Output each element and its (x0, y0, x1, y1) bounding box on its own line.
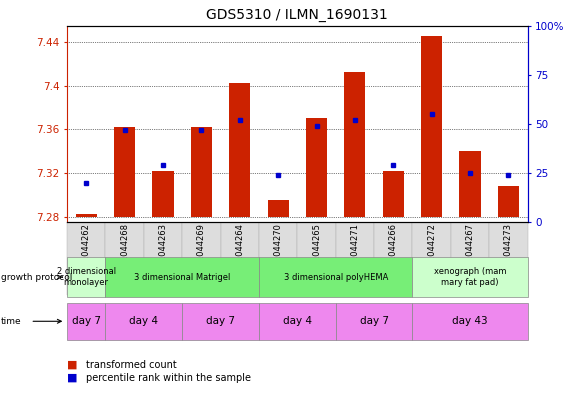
Bar (268, 200, 289, 217)
Text: percentile rank within the sample: percentile rank within the sample (86, 373, 251, 383)
Text: growth protocol: growth protocol (1, 273, 72, 281)
Bar (498, 186, 519, 217)
Text: time: time (1, 317, 22, 326)
Bar (459, 151, 480, 217)
Bar (306, 118, 327, 217)
Text: day 4: day 4 (283, 316, 312, 326)
Text: day 7: day 7 (206, 316, 235, 326)
Bar (191, 127, 212, 217)
Text: xenograph (mam
mary fat pad): xenograph (mam mary fat pad) (434, 267, 506, 287)
Text: ■: ■ (67, 360, 78, 370)
Text: 3 dimensional polyHEMA: 3 dimensional polyHEMA (283, 273, 388, 281)
Text: 3 dimensional Matrigel: 3 dimensional Matrigel (134, 273, 230, 281)
Bar (114, 127, 135, 217)
Text: ■: ■ (67, 373, 78, 383)
Text: day 7: day 7 (360, 316, 389, 326)
Bar (345, 72, 366, 217)
Text: day 4: day 4 (129, 316, 159, 326)
Title: GDS5310 / ILMN_1690131: GDS5310 / ILMN_1690131 (206, 8, 388, 22)
Bar (229, 83, 250, 217)
Bar (421, 37, 442, 217)
Bar (152, 171, 174, 217)
Text: day 43: day 43 (452, 316, 488, 326)
Text: day 7: day 7 (72, 316, 101, 326)
Bar (76, 215, 97, 217)
Text: 2 dimensional
monolayer: 2 dimensional monolayer (57, 267, 116, 287)
Text: transformed count: transformed count (86, 360, 177, 370)
Bar (382, 171, 404, 217)
